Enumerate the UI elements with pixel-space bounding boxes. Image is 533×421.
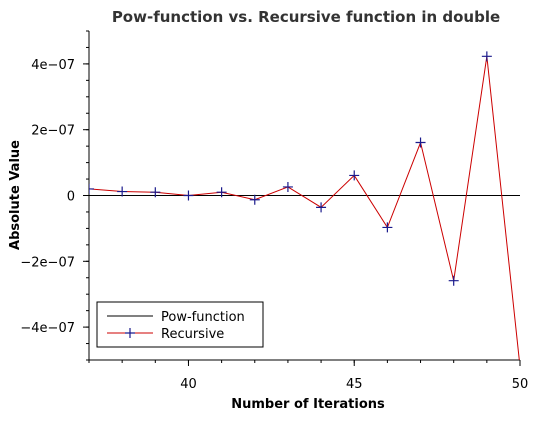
recursive-point-marker xyxy=(89,183,94,194)
recursive-point-marker xyxy=(150,187,161,198)
recursive-point-marker xyxy=(183,190,194,201)
recursive-point-marker xyxy=(415,137,426,148)
recursive-point-marker xyxy=(316,202,327,213)
y-ticks: 4e−07 2e−07 0 −2e−07 −4e−07 xyxy=(20,58,89,336)
x-axis-label: Number of Iterations xyxy=(231,397,385,412)
y-tick-label: 0 xyxy=(67,190,75,205)
x-tick-label: 45 xyxy=(346,377,363,392)
recursive-point-marker xyxy=(216,187,227,198)
recursive-point-marker xyxy=(349,170,360,181)
recursive-point-marker xyxy=(382,222,393,233)
recursive-line xyxy=(89,56,520,360)
recursive-point-marker xyxy=(117,186,128,197)
y-tick-label: −2e−07 xyxy=(20,255,75,270)
legend-recursive-label: Recursive xyxy=(161,327,224,342)
legend-box xyxy=(96,301,264,348)
y-tick-label: 2e−07 xyxy=(31,124,75,139)
legend-recursive-marker xyxy=(125,328,135,338)
legend-pow-label: Pow-function xyxy=(161,310,245,325)
legend: Pow-function Recursive xyxy=(96,301,264,348)
x-tick-label: 40 xyxy=(180,377,197,392)
plot-area: 40 45 50 4e−07 2e−07 0 −2e−07 −4e−07 xyxy=(20,30,528,392)
recursive-point-marker xyxy=(448,275,459,286)
y-tick-label: 4e−07 xyxy=(31,58,75,73)
recursive-point-marker xyxy=(481,51,492,62)
y-tick-label: −4e−07 xyxy=(20,321,75,336)
chart-title: Pow-function vs. Recursive function in d… xyxy=(112,8,500,26)
recursive-point-marker xyxy=(249,194,260,205)
recursive-point-marker xyxy=(282,181,293,192)
y-axis-label: Absolute Value xyxy=(8,140,23,250)
x-ticks: 40 45 50 xyxy=(180,360,528,392)
x-tick-label: 50 xyxy=(512,377,529,392)
series-layer xyxy=(89,51,520,360)
